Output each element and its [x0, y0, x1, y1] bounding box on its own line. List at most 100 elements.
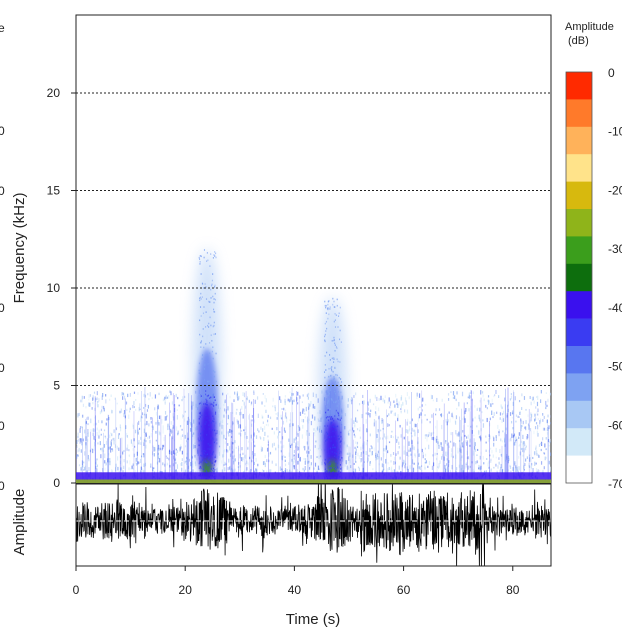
spectrogram-cell — [288, 438, 290, 442]
spectrogram-cell — [411, 427, 413, 432]
spectrogram-cell — [96, 468, 98, 473]
event-speck — [213, 470, 215, 473]
spectrogram-cell — [472, 391, 474, 395]
spectrogram-cell — [444, 464, 446, 470]
spectrogram-cell — [534, 419, 536, 422]
event-speck — [339, 464, 341, 466]
spectrogram-cell — [99, 441, 101, 446]
spectrogram-cell — [501, 440, 503, 443]
spectrogram-cell — [175, 448, 177, 451]
spectrogram-cell — [275, 447, 277, 451]
spectrogram-cell — [166, 396, 168, 399]
event-speck — [331, 451, 333, 453]
spectrogram-cell — [186, 456, 188, 460]
spectrogram-cell — [171, 451, 173, 455]
spectrogram-cell — [265, 409, 267, 413]
spectrogram-cell — [543, 466, 545, 470]
event-speck — [212, 453, 214, 456]
spectrogram-cell — [118, 433, 120, 436]
event-speck — [213, 396, 215, 398]
spectrogram-cell — [232, 460, 235, 465]
spectrogram-cell — [263, 461, 266, 465]
spectrogram-cell — [313, 428, 315, 431]
spectrogram-cell — [153, 453, 155, 457]
spectrogram-cell — [412, 444, 414, 450]
spectrogram-cell — [101, 395, 103, 400]
event-speck — [212, 403, 214, 406]
spectrogram-cell — [306, 419, 309, 423]
energy-event-1 — [193, 249, 222, 483]
spectrogram-cell — [385, 458, 387, 464]
spectrogram-cell — [92, 428, 94, 433]
spectrogram-cell — [267, 414, 269, 418]
spectrogram-cell — [498, 429, 500, 432]
spectrogram-cell — [436, 453, 438, 455]
event-speck — [339, 450, 341, 453]
spectrogram-cell — [88, 398, 90, 401]
spectrogram-cell — [474, 416, 476, 419]
event-speck — [208, 326, 210, 328]
spectrogram-cell — [514, 441, 516, 446]
spectrogram-cell — [381, 470, 383, 474]
spectrogram-cell — [421, 448, 423, 453]
spectrogram-cell — [291, 458, 293, 462]
spectrogram-cell — [390, 453, 392, 457]
spectrogram-cell — [497, 465, 499, 469]
spectrogram-cell — [347, 398, 349, 402]
event-speck — [339, 329, 341, 332]
colorbar-segment — [566, 291, 592, 319]
spectrogram-cell — [144, 403, 147, 407]
spectrogram-cell — [259, 435, 261, 439]
spectrogram-cell — [441, 424, 443, 430]
spectrogram-cell — [281, 436, 284, 440]
svg-text:0: 0 — [0, 419, 5, 433]
event-speck — [209, 316, 211, 319]
spectrogram-cell — [488, 466, 490, 469]
spectrogram-cell — [285, 416, 288, 419]
spectrogram-cell — [100, 433, 102, 436]
event-speck — [340, 440, 342, 443]
spectrogram-cell — [512, 401, 514, 406]
spectrogram-cell — [493, 466, 495, 469]
event-speck — [329, 354, 331, 356]
spectrogram-cell — [408, 449, 410, 453]
spectrogram-cell — [181, 461, 183, 467]
spectrogram-cell — [195, 463, 197, 467]
spectrogram-cell — [417, 448, 419, 453]
spectrogram-cell — [283, 444, 285, 448]
spectrogram-cell — [377, 429, 379, 433]
spectrogram-cell — [247, 462, 249, 466]
spectrogram-cell — [361, 400, 364, 404]
spectrogram-cell — [126, 447, 128, 451]
spectrogram-cell — [417, 464, 419, 468]
spectrogram-cell — [230, 429, 233, 433]
event-speck — [203, 379, 206, 381]
spectrogram-cell — [527, 434, 529, 439]
spectrogram-cell — [381, 417, 383, 422]
event-speck — [210, 324, 212, 327]
spectrogram-cell — [113, 440, 115, 445]
spectrogram-cell — [529, 428, 532, 432]
spectrogram-cell — [262, 393, 264, 395]
spectrogram-cell — [85, 406, 87, 409]
spectrogram-cell — [280, 440, 282, 444]
event-speck — [212, 438, 214, 441]
event-speck — [329, 463, 331, 466]
spectrogram-cell — [393, 412, 395, 416]
spectrogram-cell — [238, 424, 240, 428]
spectrogram-cell — [510, 393, 512, 395]
event-speck — [206, 461, 208, 464]
spectrogram-cell — [511, 416, 513, 419]
event-speck — [210, 444, 212, 447]
event-speck — [212, 420, 214, 422]
spectrogram-cell — [119, 427, 122, 432]
spectrogram-cell — [271, 427, 273, 430]
spectrogram-cell — [370, 445, 372, 447]
spectrogram-cell — [188, 458, 191, 462]
spectrogram-cell — [482, 423, 485, 428]
spectrogram-cell — [387, 401, 389, 404]
spectrogram-cell — [345, 460, 348, 465]
spectrogram-cell — [480, 471, 482, 474]
spectrogram-cell — [424, 434, 426, 437]
spectrogram-cell — [157, 452, 159, 456]
